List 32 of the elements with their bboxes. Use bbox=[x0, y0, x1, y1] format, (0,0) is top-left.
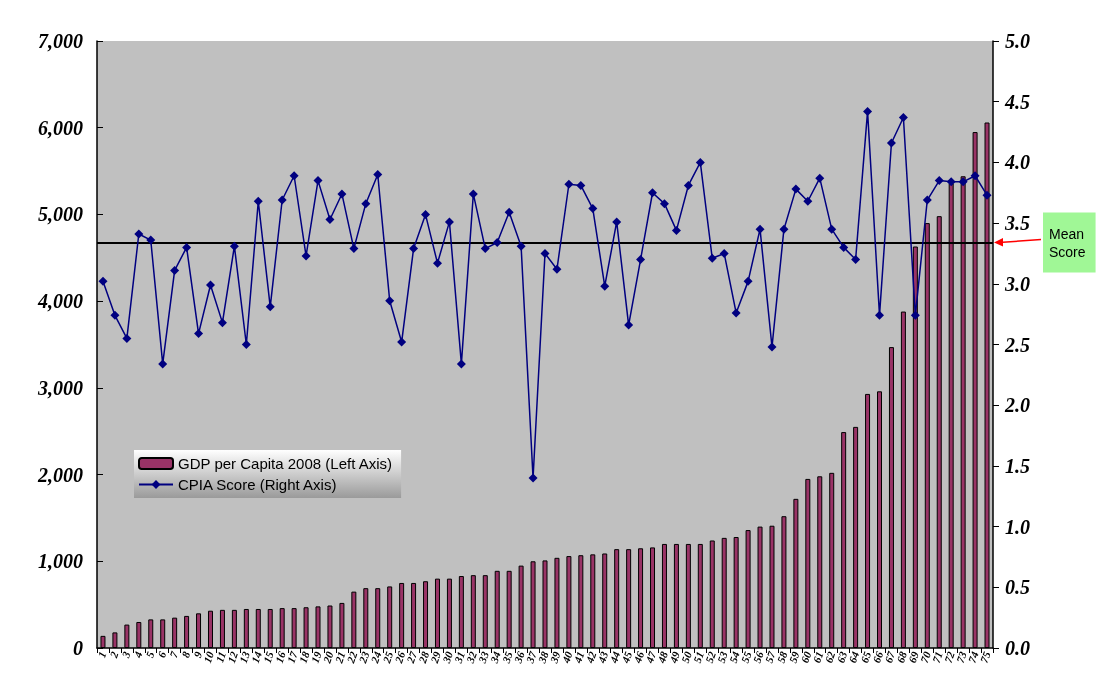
x-tick-label: 7 bbox=[167, 649, 181, 660]
y2-tick-label: 0.0 bbox=[1005, 637, 1030, 659]
y2-tick-label: 3.5 bbox=[1004, 212, 1030, 235]
y2-tick-label: 0.5 bbox=[1005, 576, 1030, 599]
y2-tick-label: 1.0 bbox=[1005, 515, 1030, 538]
y-tick-label: 7,000 bbox=[38, 30, 83, 52]
x-tick-label: 48 bbox=[654, 649, 671, 666]
x-tick-label: 28 bbox=[415, 649, 432, 666]
y2-tick-label: 4.0 bbox=[1004, 151, 1030, 174]
legend-label: CPIA Score (Right Axis) bbox=[178, 476, 337, 493]
y-tick-label: 2,000 bbox=[37, 463, 83, 486]
y-tick-label: 0 bbox=[73, 637, 83, 659]
y2-tick-label: 3.0 bbox=[1004, 272, 1030, 295]
y2-tick-label: 2.5 bbox=[1004, 333, 1030, 356]
y-tick-label: 3,000 bbox=[37, 376, 83, 399]
x-tick-label: 4 bbox=[130, 649, 145, 661]
x-tick-label: 3 bbox=[119, 649, 133, 661]
y-tick-label: 1,000 bbox=[38, 550, 83, 573]
y-tick-label: 5,000 bbox=[38, 203, 83, 226]
x-tick-label: 5 bbox=[143, 649, 157, 660]
y2-tick-label: 1.5 bbox=[1005, 454, 1030, 477]
y2-tick-label: 5.0 bbox=[1005, 30, 1030, 52]
x-tick-label: 8 bbox=[179, 649, 193, 660]
ref-line-label: Mean Score bbox=[1049, 225, 1086, 260]
y-tick-label: 6,000 bbox=[38, 116, 83, 139]
legend-label: GDP per Capita 2008 (Left Axis) bbox=[178, 455, 392, 472]
x-tick-label: 1 bbox=[95, 649, 109, 660]
y2-tick-label: 2.0 bbox=[1004, 394, 1030, 417]
y-tick-label: 4,000 bbox=[37, 290, 83, 313]
x-tick-label: 6 bbox=[155, 649, 169, 660]
x-tick-label: 2 bbox=[107, 649, 121, 661]
y2-tick-label: 4.5 bbox=[1004, 90, 1030, 113]
